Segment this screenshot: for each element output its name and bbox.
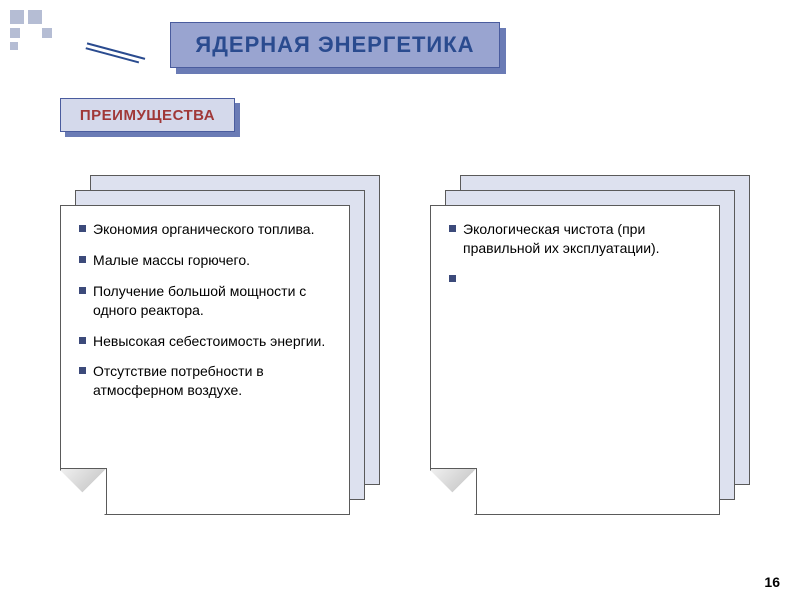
right-list: Экологическая чистота (при правильной их… [449,220,705,258]
left-list: Экономия органического топлива. Малые ма… [79,220,335,400]
list-item: Невысокая себестоимость энергии. [79,332,335,351]
list-item: Экономия органического топлива. [79,220,335,239]
list-item: Малые массы горючего. [79,251,335,270]
pointer-lines-icon [85,42,146,67]
list-item: Получение большой мощности с одного реак… [79,282,335,320]
title-box: ЯДЕРНАЯ ЭНЕРГЕТИКА [170,22,500,68]
title-text: ЯДЕРНАЯ ЭНЕРГЕТИКА [195,32,474,58]
subtitle-text: ПРЕИМУЩЕСТВА [80,107,215,124]
list-item: Отсутствие потребности в атмосферном воз… [79,362,335,400]
page-number: 16 [764,574,780,590]
subtitle-box: ПРЕИМУЩЕСТВА [60,98,235,132]
list-item: Экологическая чистота (при правильной их… [449,220,705,258]
